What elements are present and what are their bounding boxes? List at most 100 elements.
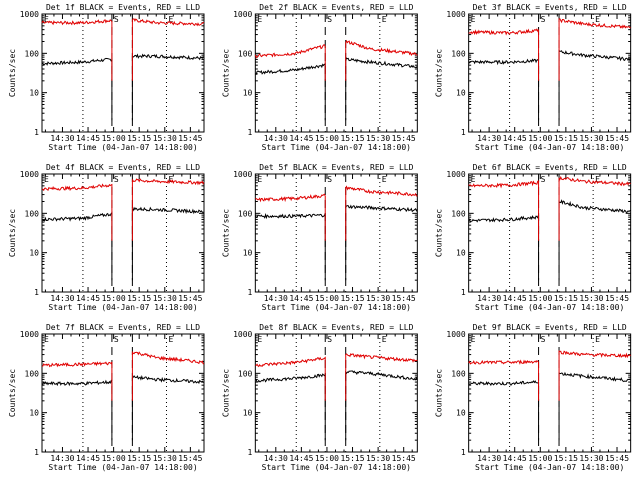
x-tick-label: 15:00 [528, 294, 552, 303]
x-tick-label: 15:15 [554, 294, 578, 303]
marker-label: S [114, 15, 119, 24]
x-axis-label: Start Time (04-Jan-07 14:18:00) [475, 303, 624, 312]
events-series-line [41, 57, 113, 121]
panel-5: Det 5f BLACK = Events, RED = LLD 1 10 100 10… [221, 163, 418, 312]
marker-label: E [168, 175, 173, 184]
marker-label: E [168, 335, 173, 344]
lld-series-line [558, 18, 631, 81]
x-tick-label: 15:15 [554, 134, 578, 143]
x-tick-label: 15:45 [605, 134, 629, 143]
panel-1: Det 1f BLACK = Events, RED = LLD 1 10 100 10… [8, 3, 205, 152]
y-tick-label: 100 [25, 369, 40, 378]
events-series-line [131, 206, 205, 281]
x-axis-label: Start Time (04-Jan-07 14:18:00) [475, 143, 624, 152]
x-tick-label: 15:15 [340, 134, 364, 143]
events-series-line [558, 199, 631, 281]
plot-frame [468, 333, 632, 453]
y-tick-label: 10 [456, 409, 466, 418]
x-tick-label: 15:00 [315, 134, 339, 143]
panel-title: Det 3f BLACK = Events, RED = LLD [473, 3, 627, 12]
y-tick-label: 100 [238, 209, 253, 218]
y-tick-label: 10 [456, 89, 466, 98]
marker-label: E [595, 175, 600, 184]
x-tick-label: 14:30 [477, 134, 501, 143]
marker-label: S [541, 335, 546, 344]
x-axis-label: Start Time (04-Jan-07 14:18:00) [48, 143, 197, 152]
x-tick-label: 14:30 [264, 294, 288, 303]
lld-series-line [558, 175, 631, 241]
y-tick-label: 100 [238, 49, 253, 58]
x-tick-label: 14:45 [289, 294, 313, 303]
events-series-line [558, 371, 632, 441]
x-tick-label: 15:30 [579, 134, 603, 143]
lld-series-line [468, 28, 540, 81]
panel-title: Det 7f BLACK = Events, RED = LLD [46, 323, 200, 332]
lld-series-line [255, 193, 326, 241]
x-tick-label: 14:45 [76, 454, 100, 463]
x-tick-label: 14:30 [477, 294, 501, 303]
x-tick-label: 15:15 [340, 454, 364, 463]
y-tick-label: 100 [25, 49, 40, 58]
events-series-line [345, 57, 418, 121]
x-tick-label: 14:45 [289, 454, 313, 463]
lld-series-line [255, 356, 326, 401]
plot-frame [254, 13, 418, 133]
marker-label: S [327, 335, 332, 344]
x-tick-label: 15:45 [605, 294, 629, 303]
lld-series-line [558, 350, 631, 401]
y-tick-label: 10 [243, 89, 253, 98]
x-tick-label: 15:45 [178, 454, 202, 463]
y-tick-label: 100 [451, 369, 466, 378]
lld-series-line [41, 183, 113, 241]
x-tick-label: 14:30 [264, 454, 288, 463]
marker-label: E [595, 335, 600, 344]
y-tick-label: 10 [29, 249, 39, 258]
marker-label: E [382, 15, 387, 24]
panel-title: Det 5f BLACK = Events, RED = LLD [259, 163, 413, 172]
events-series-line [255, 372, 326, 441]
plot-frame [41, 13, 205, 133]
plot-frame [468, 173, 632, 293]
marker-label: E [382, 175, 387, 184]
y-tick-label: 1000 [233, 170, 252, 179]
events-series-line [345, 204, 418, 281]
lld-series-line [131, 351, 205, 401]
x-tick-label: 15:30 [579, 454, 603, 463]
marker-label: S [114, 175, 119, 184]
y-tick-label: 1000 [446, 330, 465, 339]
x-tick-label: 15:15 [127, 294, 151, 303]
corner-marker-label: E [44, 335, 49, 344]
y-tick-label: 1 [248, 128, 253, 137]
lld-series-line [468, 359, 540, 401]
y-tick-label: 100 [451, 49, 466, 58]
x-axis-label: Start Time (04-Jan-07 14:18:00) [48, 303, 197, 312]
y-axis-label: Counts/sec [221, 369, 230, 417]
panel-title: Det 2f BLACK = Events, RED = LLD [259, 3, 413, 12]
lld-series-line [41, 361, 113, 401]
x-tick-label: 15:45 [392, 454, 416, 463]
x-tick-label: 15:00 [315, 294, 339, 303]
corner-marker-label: E [471, 335, 476, 344]
marker-label: S [327, 15, 332, 24]
y-axis-label: Counts/sec [8, 209, 17, 257]
y-tick-label: 1000 [20, 170, 39, 179]
x-tick-label: 14:45 [76, 294, 100, 303]
x-axis-label: Start Time (04-Jan-07 14:18:00) [262, 143, 411, 152]
y-axis-label: Counts/sec [8, 49, 17, 97]
y-axis-label: Counts/sec [221, 209, 230, 257]
y-tick-label: 100 [238, 369, 253, 378]
lld-series-line [468, 180, 540, 241]
panel-title: Det 6f BLACK = Events, RED = LLD [473, 163, 627, 172]
events-series-line [468, 214, 540, 281]
x-tick-label: 15:30 [366, 134, 390, 143]
plot-frame [41, 333, 205, 453]
corner-marker-label: E [471, 15, 476, 24]
events-series-line [468, 380, 540, 441]
events-series-line [41, 211, 113, 281]
lld-series-line [254, 44, 326, 81]
x-tick-label: 14:30 [264, 134, 288, 143]
marker-label: E [382, 335, 387, 344]
y-tick-label: 1000 [446, 170, 465, 179]
events-series-line [345, 370, 418, 441]
plot-frame [468, 13, 632, 133]
